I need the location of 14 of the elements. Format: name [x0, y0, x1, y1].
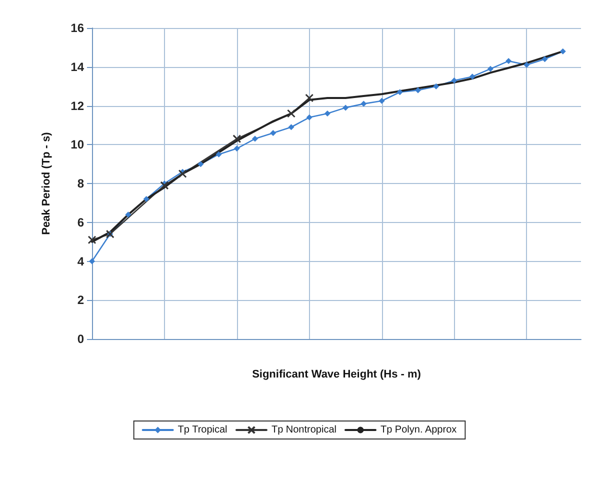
- legend-label: Tp Polyn. Approx: [380, 424, 457, 436]
- y-tick-label: 16: [70, 21, 84, 35]
- y-tick-label: 2: [77, 293, 84, 308]
- x-axis-title: Significant Wave Height (Hs - m): [252, 368, 422, 380]
- y-axis-title: Peak Period (Tp - s): [40, 132, 52, 235]
- legend-label: Tp Nontropical: [271, 424, 336, 436]
- y-tick-label: 8: [77, 176, 84, 190]
- y-tick-label: 12: [70, 98, 84, 113]
- y-tick-label: 4: [77, 254, 84, 268]
- y-tick-label: 10: [70, 138, 84, 152]
- y-tick-label: 0: [77, 332, 84, 346]
- y-tick-label: 14: [70, 60, 84, 74]
- y-tick-label: 6: [77, 215, 84, 230]
- legend-label: Tp Tropical: [178, 424, 228, 436]
